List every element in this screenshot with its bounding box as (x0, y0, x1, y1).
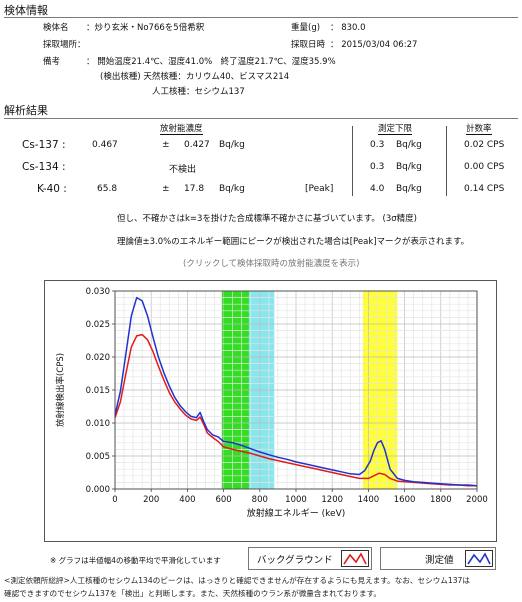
y-tick-label: 0.025 (86, 320, 110, 330)
col-header-count-rate: 計数率 (466, 124, 492, 135)
x-tick-label: 200 (143, 495, 159, 505)
result-pm-k40: ± (162, 184, 170, 194)
result-error-cs137: 0.427 (184, 140, 210, 150)
show-concentration-link[interactable]: (クリックして検体採取時の放射能濃度を表示) (183, 259, 360, 269)
chart-series (114, 296, 478, 487)
sample-info-heading: 検体情報 (4, 4, 48, 17)
lower-unit-cs134: Bq/kg (396, 162, 422, 172)
review-comment-line-1: <測定依頼所総評>人工核種のセシウム134のピークは、はっきりと確認できませんが… (4, 576, 470, 585)
y-tick-labels: 0.000 0.005 0.010 0.015 0.020 0.025 0.030 (86, 287, 115, 495)
x-tick-label: 600 (215, 495, 231, 505)
y-tick-label: 0.000 (86, 485, 110, 495)
spectrum-chart-frame: 0 200 400 600 800 1000 1200 1400 1600 1800 2000 0.… (44, 280, 497, 542)
result-unit-k40: Bq/kg (219, 184, 245, 194)
column-divider-2 (446, 126, 447, 196)
result-unit-cs137: Bq/kg (219, 140, 245, 150)
result-pm-cs137: ± (162, 140, 170, 150)
x-tick-label: 1800 (430, 495, 452, 505)
x-tick-label: 1400 (358, 495, 380, 505)
spectrum-chart: 0 200 400 600 800 1000 1200 1400 1600 1800 2000 0.… (55, 287, 488, 519)
count-rate-k40: 0.14 CPS (464, 184, 505, 194)
result-value-cs134: 不検出 (169, 165, 197, 175)
x-tick-label: 800 (252, 495, 268, 505)
peak-flag-k40: [Peak] (305, 184, 334, 194)
result-nuclide-cs134: Cs-134 : (22, 161, 66, 173)
lower-limit-k40: 4.0 (370, 184, 385, 194)
analysis-heading: 解析結果 (4, 104, 48, 117)
y-tick-label: 0.015 (86, 386, 110, 396)
analysis-divider (4, 118, 518, 119)
lower-unit-cs137: Bq/kg (396, 140, 422, 150)
collection-datetime-label: 採取日時 (291, 40, 326, 50)
lower-unit-k40: Bq/kg (396, 184, 422, 194)
x-tick-label: 2000 (466, 495, 488, 505)
collection-datetime-value: ： 2015/03/04 06:27 (330, 40, 418, 50)
sample-name-value: ：炒り玄米・No766を5倍希釈 (86, 23, 205, 33)
result-nuclide-cs137: Cs-137 : (22, 139, 66, 151)
collection-place-label: 採取場所： (43, 40, 86, 50)
legend-measured: 測定値 (380, 547, 496, 570)
remarks-label: 備考 (43, 57, 61, 67)
y-tick-label: 0.005 (86, 452, 110, 462)
series-line-1 (114, 296, 478, 487)
legend-background: バックグラウンド (248, 547, 372, 570)
col-header-lower-limit: 測定下限 (378, 124, 413, 135)
legend-background-swatch (341, 550, 369, 567)
y-axis-title: 放射線検出率(CPS) (55, 353, 66, 427)
column-divider-1 (352, 126, 353, 196)
weight-value: ： 830.0 (330, 23, 366, 33)
peak-note: 理論値±3.0%のエネルギー範囲にピークが検出された場合は[Peak]マークが表… (117, 237, 470, 247)
legend-background-label: バックグラウンド (257, 555, 333, 566)
count-rate-cs134: 0.00 CPS (464, 162, 505, 172)
x-axis-title: 放射線エネルギー (keV) (247, 507, 345, 519)
x-tick-label: 1600 (394, 495, 416, 505)
review-comment-line-2: 確認できますのでセシウム137を「検出」と判断します。また、天然核種のウラン系が… (4, 589, 382, 598)
remarks-line-3: 人工核種：セシウム137 (152, 87, 245, 97)
legend-measured-swatch (465, 550, 493, 567)
result-nuclide-k40: K-40 : (37, 183, 67, 195)
weight-label: 重量(g) (291, 23, 321, 33)
chart-grid (114, 290, 478, 490)
sample-name-label: 検体名 (43, 23, 69, 33)
x-tick-label: 0 (112, 495, 117, 505)
count-rate-cs137: 0.02 CPS (464, 140, 505, 150)
col-header-concentration: 放射能濃度 (160, 124, 203, 135)
legend-measured-label: 測定値 (425, 555, 454, 566)
smoothing-note: ※ グラフは半値幅4の移動平均で平滑化しています (50, 556, 221, 565)
x-tick-label: 1200 (321, 495, 343, 505)
x-tick-label: 1000 (285, 495, 307, 505)
lower-limit-cs137: 0.3 (370, 140, 385, 150)
result-error-k40: 17.8 (184, 184, 205, 194)
remarks-line-2: (検出核種) 天然核種：カリウム40、ビスマス214 (100, 72, 290, 82)
y-tick-label: 0.030 (86, 287, 110, 297)
lower-limit-cs134: 0.3 (370, 162, 385, 172)
x-tick-labels: 0 200 400 600 800 1000 1200 1400 1600 1800 2000 (112, 489, 488, 505)
series-line-0 (114, 333, 477, 487)
uncertainty-note: 但し、不確かさはk=3を掛けた合成標準不確かさに基づいています。 (3σ精度) (117, 214, 417, 224)
y-tick-label: 0.010 (86, 419, 110, 429)
y-tick-label: 0.020 (86, 353, 110, 363)
sample-info-divider (4, 17, 518, 18)
result-value-cs137: 0.467 (92, 140, 118, 150)
result-value-k40: 65.8 (97, 184, 118, 194)
x-tick-label: 400 (179, 495, 195, 505)
remarks-line-1: ： 開始温度21.4℃、湿度41.0% 終了温度21.7℃、湿度35.9% (86, 57, 336, 67)
